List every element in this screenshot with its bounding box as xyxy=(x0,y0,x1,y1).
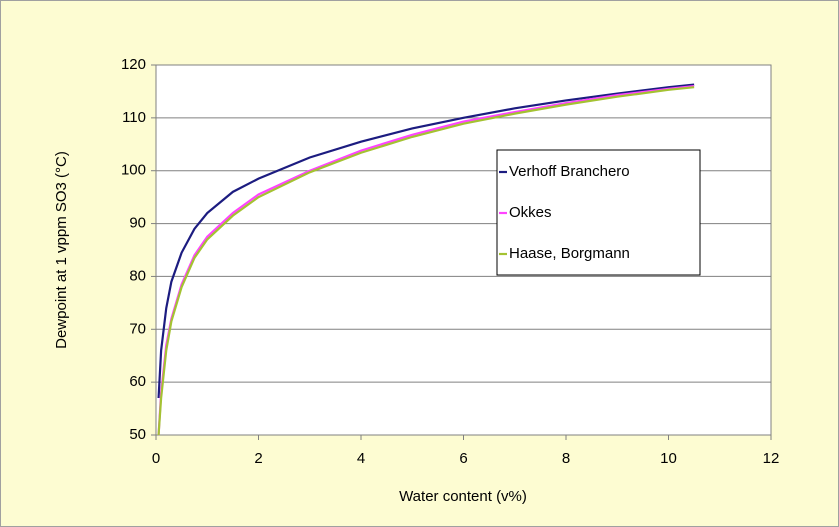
y-tick-label: 110 xyxy=(122,109,146,126)
x-tick-label: 2 xyxy=(254,450,262,467)
legend-label: Okkes xyxy=(509,204,552,221)
plot-border xyxy=(155,64,772,436)
legend-label: Haase, Borgmann xyxy=(509,245,630,262)
y-tick-label: 120 xyxy=(121,56,146,73)
x-tick-label: 8 xyxy=(562,450,570,467)
x-tick-label: 10 xyxy=(660,450,677,467)
y-tick-label: 100 xyxy=(121,162,146,179)
x-axis-label: Water content (v%) xyxy=(399,488,527,505)
x-tick-label: 12 xyxy=(763,450,780,467)
y-tick-label: 50 xyxy=(129,426,146,443)
y-tick-label: 90 xyxy=(129,215,146,232)
legend: Verhoff Branchero Okkes Haase, Borgmann xyxy=(496,149,701,276)
y-tick-label: 60 xyxy=(129,373,146,390)
y-axis-label: Dewpoint at 1 vppm SO3 (°C) xyxy=(53,151,70,349)
series-line xyxy=(157,83,695,399)
x-tick-label: 0 xyxy=(152,450,160,467)
y-tick-label: 80 xyxy=(129,267,146,284)
series-line xyxy=(157,86,695,436)
legend-label: Verhoff Branchero xyxy=(509,163,630,180)
x-tick-label: 4 xyxy=(357,450,365,467)
x-tick-label: 6 xyxy=(459,450,467,467)
y-tick-label: 70 xyxy=(129,320,146,337)
legend-box xyxy=(496,149,701,276)
